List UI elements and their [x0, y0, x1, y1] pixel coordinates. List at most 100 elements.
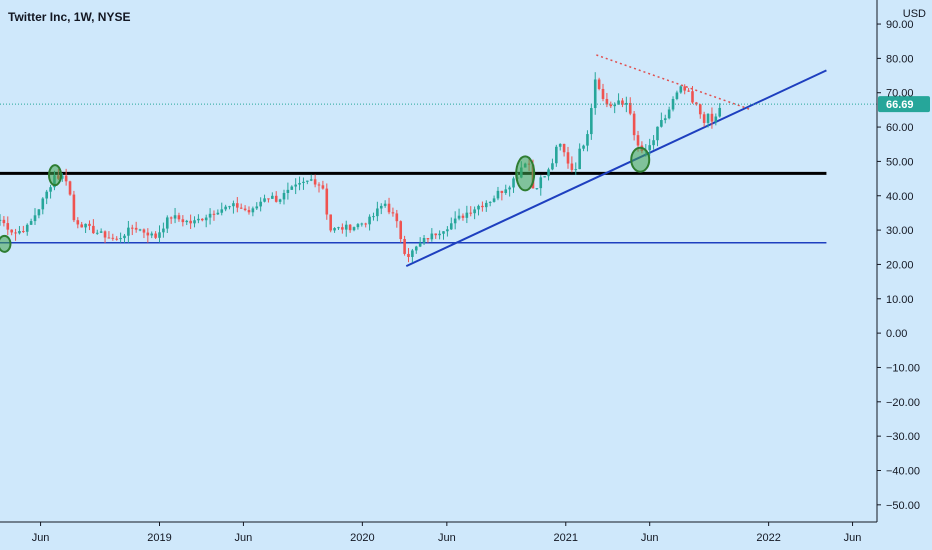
candle-body — [383, 203, 387, 206]
candle-body — [348, 224, 352, 231]
y-tick-label: 10.00 — [886, 294, 914, 306]
candle-body — [177, 215, 181, 220]
candle-body — [22, 231, 25, 233]
candle-body — [671, 98, 675, 110]
candle-body — [547, 169, 550, 177]
candle-body — [224, 206, 227, 210]
candle-body — [298, 182, 301, 185]
candle-body — [127, 227, 130, 236]
highlight-markers — [0, 146, 651, 253]
candle-body — [714, 116, 718, 122]
candle-body — [25, 224, 29, 232]
candle-body — [376, 208, 379, 217]
candle-body — [134, 227, 138, 230]
y-tick-label: −50.00 — [886, 500, 920, 512]
candle-body — [317, 184, 321, 186]
x-tick-label: 2020 — [350, 532, 374, 544]
candle-body — [150, 233, 154, 236]
candle-body — [294, 184, 297, 187]
candle-body — [465, 212, 469, 218]
y-tick-label: 70.00 — [886, 88, 914, 100]
candle-body — [45, 191, 48, 199]
candle-body — [570, 163, 574, 170]
candle-body — [337, 227, 340, 229]
candle-body — [605, 98, 609, 105]
candle-body — [6, 223, 10, 230]
candle-body — [574, 169, 578, 171]
candle-body — [652, 140, 655, 146]
current-price-label: 66.69 — [886, 99, 914, 111]
candle-body — [395, 213, 399, 222]
candle-body — [154, 233, 157, 238]
candle-body — [216, 212, 220, 215]
candle-body — [446, 229, 449, 232]
candle-body — [582, 145, 585, 149]
candle-body — [313, 179, 317, 185]
candle-body — [200, 218, 204, 221]
candle-body — [691, 91, 694, 103]
uptrend-blue-line — [405, 69, 827, 268]
candle-body — [562, 143, 566, 153]
candle-body — [593, 79, 597, 109]
candle-body — [628, 102, 632, 114]
candle-body — [636, 135, 640, 146]
candle-body — [621, 100, 624, 105]
candle-body — [403, 239, 406, 254]
candle-body — [469, 212, 473, 214]
candle-body — [414, 246, 418, 251]
candle-body — [119, 238, 122, 240]
candle-body — [173, 215, 177, 219]
candle-body — [418, 242, 422, 247]
candle-body — [271, 195, 274, 199]
candle-body — [566, 152, 570, 164]
currency-label: USD — [902, 8, 926, 20]
candle-body — [442, 231, 445, 234]
candle-body — [302, 181, 305, 183]
candle-body — [290, 186, 294, 190]
y-tick-label: −30.00 — [886, 431, 920, 443]
highlight-marker — [0, 234, 12, 253]
candle-body — [551, 163, 554, 170]
candle-body — [181, 219, 185, 223]
candle-body — [356, 224, 360, 228]
candle-body — [648, 145, 651, 151]
candle-body — [255, 206, 259, 209]
y-tick-label: −40.00 — [886, 465, 920, 477]
candle-body — [103, 231, 107, 238]
y-tick-label: −10.00 — [886, 362, 920, 374]
y-tick-label: 60.00 — [886, 122, 914, 134]
candle-body — [329, 214, 332, 231]
candle-body — [449, 223, 453, 230]
y-tick-label: 0.00 — [886, 328, 907, 340]
candle-body — [10, 229, 13, 233]
candle-body — [208, 213, 212, 218]
chart-title: Twitter Inc, 1W, NYSE — [8, 10, 131, 24]
candle-body — [663, 118, 667, 121]
candle-body — [162, 228, 165, 233]
candle-body — [107, 237, 111, 239]
candle-body — [29, 221, 33, 225]
candle-body — [232, 203, 235, 207]
candle-body — [434, 233, 438, 236]
y-tick-label: 90.00 — [886, 19, 914, 31]
candle-body — [488, 201, 492, 203]
highlight-marker — [515, 155, 536, 192]
candle-body — [49, 187, 52, 192]
candle-body — [364, 223, 367, 225]
candle-body — [169, 217, 173, 219]
candle-body — [504, 189, 508, 193]
candle-body — [228, 206, 231, 208]
highlight-marker — [48, 164, 63, 187]
candle-body — [512, 178, 515, 188]
candle-body — [72, 194, 76, 221]
candle-body — [543, 176, 546, 178]
candle-body — [601, 88, 605, 99]
candle-body — [286, 189, 290, 193]
candle-body — [508, 187, 511, 190]
candle-body — [33, 215, 37, 222]
candle-body — [683, 86, 687, 91]
candle-body — [609, 104, 613, 107]
x-tick-label: 2022 — [756, 532, 780, 544]
